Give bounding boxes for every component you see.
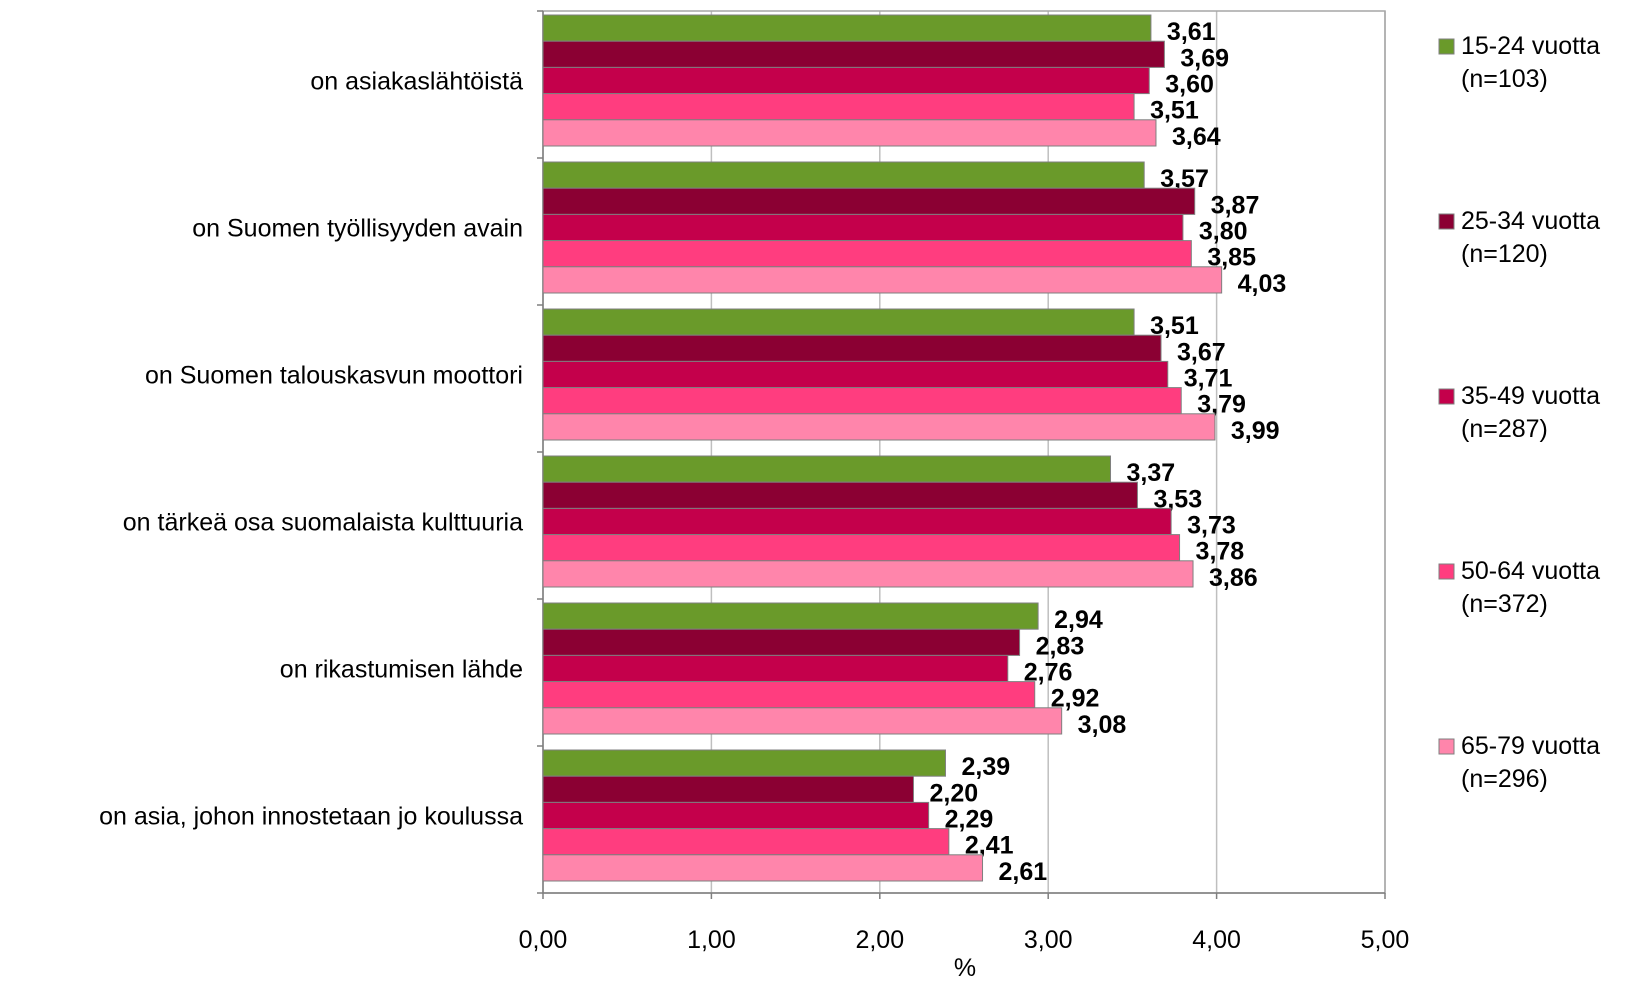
legend-label-1-line-0: 25-34 vuotta <box>1461 207 1600 235</box>
bar-s3-c2 <box>542 387 1182 415</box>
bar-s2-c0 <box>542 66 1150 95</box>
value-label-s0-c4: 2,94 <box>1054 606 1103 634</box>
bar-s3-c5 <box>542 828 950 856</box>
bar-s0-c4 <box>542 602 1039 630</box>
bar-s4-c3 <box>542 560 1194 588</box>
bar-s0-c0 <box>542 14 1152 42</box>
bar-s4-c1 <box>542 266 1223 294</box>
value-label-s0-c0: 3,61 <box>1167 18 1216 46</box>
bar-s4-c4 <box>542 707 1063 735</box>
category-label-2: on Suomen talouskasvun moottori <box>145 362 523 390</box>
legend-label-4-line-1: (n=296) <box>1461 765 1548 793</box>
value-label-s2-c2: 3,71 <box>1184 365 1233 393</box>
legend-swatch-4 <box>1438 738 1455 755</box>
legend-label-2-line-0: 35-49 vuotta <box>1461 382 1600 410</box>
bar-s1-c4 <box>542 628 1021 656</box>
bar-s4-c2 <box>542 413 1216 441</box>
x-tick-label-3: 3,00 <box>1024 926 1073 954</box>
bar-s1-c0 <box>542 40 1165 68</box>
value-label-s1-c4: 2,83 <box>1036 632 1085 660</box>
value-label-s3-c3: 3,78 <box>1196 538 1245 566</box>
bar-s1-c3 <box>542 481 1138 509</box>
value-label-s2-c0: 3,60 <box>1165 71 1214 99</box>
bar-s3-c1 <box>542 240 1192 268</box>
plot-area <box>543 11 1385 893</box>
legend-label-3-line-0: 50-64 vuotta <box>1461 557 1600 585</box>
category-label-1: on Suomen työllisyyden avain <box>192 215 523 243</box>
x-tick-label-2: 2,00 <box>855 926 904 954</box>
bar-s0-c3 <box>542 455 1112 483</box>
value-label-s4-c5: 2,61 <box>999 858 1048 886</box>
value-label-s0-c5: 2,39 <box>961 753 1010 781</box>
x-tick-label-0: 0,00 <box>519 926 568 954</box>
category-label-3: on tärkeä osa suomalaista kulttuuria <box>123 509 523 537</box>
bar-s3-c4 <box>542 681 1036 709</box>
x-axis-title: % <box>954 954 976 982</box>
value-label-s4-c0: 3,64 <box>1172 123 1221 151</box>
legend-swatch-2 <box>1438 388 1455 405</box>
legend-swatch-0 <box>1438 38 1455 55</box>
value-label-s1-c5: 2,20 <box>929 779 978 807</box>
bar-s2-c3 <box>542 507 1172 536</box>
value-label-s1-c1: 3,87 <box>1211 191 1260 219</box>
bar-s4-c0 <box>542 119 1157 147</box>
value-label-s2-c1: 3,80 <box>1199 218 1248 246</box>
category-label-0: on asiakaslähtöistä <box>310 68 523 96</box>
value-label-s1-c0: 3,69 <box>1180 44 1229 72</box>
bar-s0-c2 <box>542 308 1135 336</box>
legend-label-4-line-0: 65-79 vuotta <box>1461 732 1600 760</box>
legend-swatch-3 <box>1438 563 1455 580</box>
value-label-s2-c3: 3,73 <box>1187 512 1236 540</box>
legend-label-0-line-0: 15-24 vuotta <box>1461 32 1600 60</box>
bar-s2-c5 <box>542 801 930 830</box>
x-tick-label-5: 5,00 <box>1361 926 1410 954</box>
bar-s3-c3 <box>542 534 1181 562</box>
x-tick-label-4: 4,00 <box>1192 926 1241 954</box>
bar-s3-c0 <box>542 93 1135 121</box>
bar-s1-c2 <box>542 334 1162 362</box>
legend-label-2-line-1: (n=287) <box>1461 415 1548 443</box>
bar-s0-c5 <box>542 749 946 777</box>
value-label-s4-c3: 3,86 <box>1209 564 1258 592</box>
value-label-s3-c0: 3,51 <box>1150 97 1199 125</box>
bar-s2-c4 <box>542 654 1009 683</box>
category-label-5: on asia, johon innostetaan jo koulussa <box>99 803 523 831</box>
value-label-s4-c1: 4,03 <box>1238 270 1287 298</box>
bar-s2-c1 <box>542 213 1184 242</box>
value-label-s4-c4: 3,08 <box>1078 711 1127 739</box>
bar-s0-c1 <box>542 161 1145 189</box>
x-tick-label-1: 1,00 <box>687 926 736 954</box>
value-label-s1-c2: 3,67 <box>1177 338 1226 366</box>
value-label-s4-c2: 3,99 <box>1231 417 1280 445</box>
category-label-4: on rikastumisen lähde <box>280 656 523 684</box>
legend-label-3-line-1: (n=372) <box>1461 590 1548 618</box>
value-label-s2-c5: 2,29 <box>945 806 994 834</box>
bar-s1-c1 <box>542 187 1196 215</box>
bar-s4-c5 <box>542 854 984 882</box>
legend-label-1-line-1: (n=120) <box>1461 240 1548 268</box>
bar-s1-c5 <box>542 775 914 803</box>
bar-s2-c2 <box>542 360 1169 389</box>
legend-swatch-1 <box>1438 213 1455 230</box>
legend-label-0-line-1: (n=103) <box>1461 65 1548 93</box>
